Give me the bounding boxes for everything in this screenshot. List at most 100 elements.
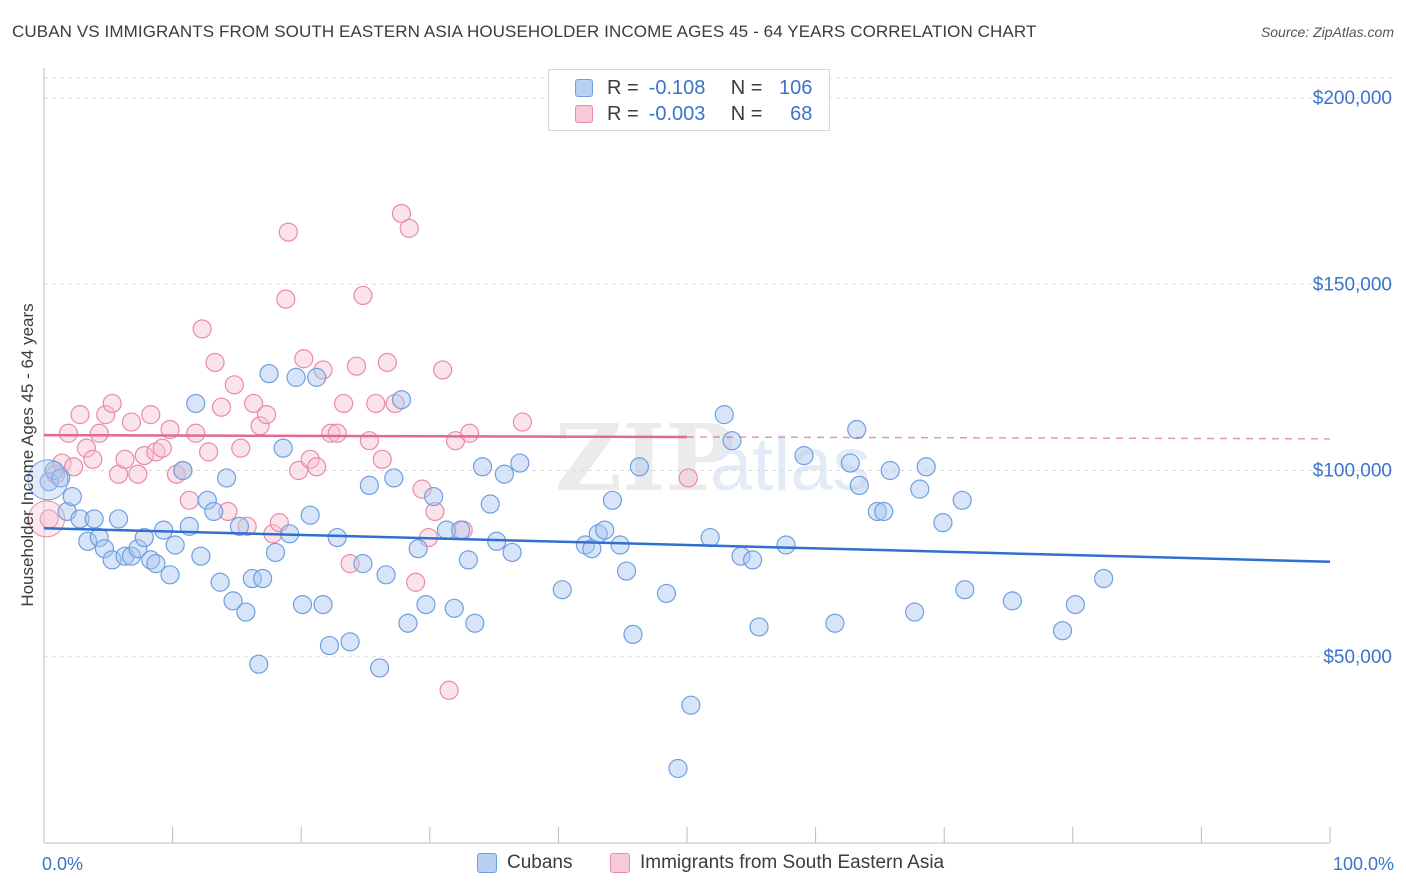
cubans-point	[629, 457, 650, 477]
immigrants-point	[366, 393, 386, 414]
immigrants-point	[224, 375, 244, 395]
immigrants-point	[186, 423, 206, 443]
cubans-point	[595, 520, 615, 540]
immigrants-point	[192, 319, 212, 339]
cubans-point	[610, 535, 630, 555]
immigrants-point	[70, 405, 90, 425]
legend: R = -0.108 N = 106 R = -0.003 N = 68	[548, 69, 830, 131]
cubans-point	[905, 602, 925, 622]
cubans-point	[494, 464, 514, 484]
cubans-point	[186, 393, 206, 414]
cubans-point	[840, 453, 860, 473]
cubans-point	[108, 509, 129, 529]
cubans-point	[84, 509, 104, 529]
cubans-point	[408, 539, 428, 559]
immigrants-point	[512, 412, 532, 432]
immigrants-point	[63, 457, 84, 477]
chart-source: Source: ZipAtlas.com	[1260, 24, 1394, 40]
cubans-point	[78, 531, 98, 551]
cubans-point	[253, 568, 273, 589]
cubans-point-large	[27, 459, 69, 501]
cubans-point	[742, 550, 763, 570]
y-tick-label: $150,000	[1313, 274, 1392, 295]
cubans-point	[242, 568, 262, 589]
cubans-point	[44, 460, 64, 481]
cubans-point	[849, 475, 869, 495]
cubans-point	[502, 542, 522, 563]
y-tick-labels: $50,000 $100,000 $150,000 $200,000	[1313, 88, 1392, 668]
bottom-legend-label-cubans: Cubans	[507, 852, 573, 873]
y-tick-label: $50,000	[1323, 647, 1392, 668]
cubans-point	[173, 460, 193, 481]
cubans-point	[327, 527, 347, 548]
cubans-point	[359, 475, 379, 495]
cubans-point	[472, 457, 493, 477]
cubans-point	[480, 494, 500, 514]
immigrants-trend-line	[43, 433, 688, 439]
bottom-legend-cubans: Cubans	[477, 852, 573, 874]
immigrants-point	[334, 393, 354, 414]
immigrants-point	[425, 501, 445, 522]
immigrants-point	[237, 516, 257, 536]
immigrants-point	[307, 457, 327, 477]
cubans-point	[910, 479, 930, 499]
cubans-point	[313, 594, 333, 615]
legend-n-value: 106	[779, 76, 813, 99]
legend-n-value: 68	[790, 102, 813, 125]
legend-n-label: N =	[730, 76, 763, 99]
immigrants-point	[179, 490, 199, 510]
cubans-point	[292, 594, 313, 615]
cubans-point	[510, 453, 530, 473]
cubans-point	[223, 591, 243, 611]
immigrants-point	[300, 449, 320, 469]
series-cubans	[27, 364, 1114, 779]
cubans-point	[656, 583, 677, 604]
cubans-point	[794, 446, 814, 466]
immigrants-point	[83, 449, 103, 469]
immigrants-point	[433, 360, 453, 380]
cubans-point	[776, 535, 796, 555]
cubans-point	[749, 617, 769, 637]
immigrants-point	[89, 423, 109, 443]
axes	[43, 68, 1331, 844]
immigrants-point	[218, 501, 238, 522]
cubans-point	[952, 490, 972, 510]
cubans-point	[398, 613, 418, 633]
cubans-point	[62, 486, 82, 507]
immigrants-point	[353, 285, 373, 306]
cubans-point	[370, 658, 390, 678]
legend-r-label: R =	[607, 102, 639, 125]
cubans-point	[714, 405, 734, 425]
cubans-point	[273, 438, 293, 458]
cubans-point	[880, 460, 900, 481]
legend-r-value: -0.108	[648, 76, 706, 99]
trend-lines	[43, 433, 1331, 564]
immigrants-point	[160, 419, 180, 440]
cubans-point	[847, 419, 867, 440]
immigrants-point	[276, 289, 296, 309]
immigrants-point	[52, 453, 72, 473]
cubans-point	[204, 501, 224, 522]
cubans-point	[146, 554, 166, 574]
cubans-point	[236, 602, 256, 622]
immigrants-point	[278, 222, 298, 242]
cubans-point	[416, 594, 436, 615]
immigrants-point	[231, 438, 251, 458]
cubans-point	[141, 550, 161, 570]
watermark-atlas: atlas	[710, 422, 871, 507]
cubans-point	[300, 505, 320, 525]
immigrants-point	[76, 438, 97, 458]
cubans-point	[623, 624, 643, 645]
cubans-point	[197, 490, 217, 510]
cubans-point	[955, 580, 975, 600]
cubans-point	[451, 520, 471, 540]
cubans-point	[1094, 568, 1114, 589]
immigrants-point	[289, 460, 309, 481]
immigrants-point	[134, 446, 154, 466]
cubans-point	[867, 501, 887, 522]
immigrants-point	[205, 352, 225, 373]
cubans-point	[1052, 621, 1073, 641]
immigrants-point	[406, 572, 426, 592]
cubans-point	[307, 367, 327, 387]
